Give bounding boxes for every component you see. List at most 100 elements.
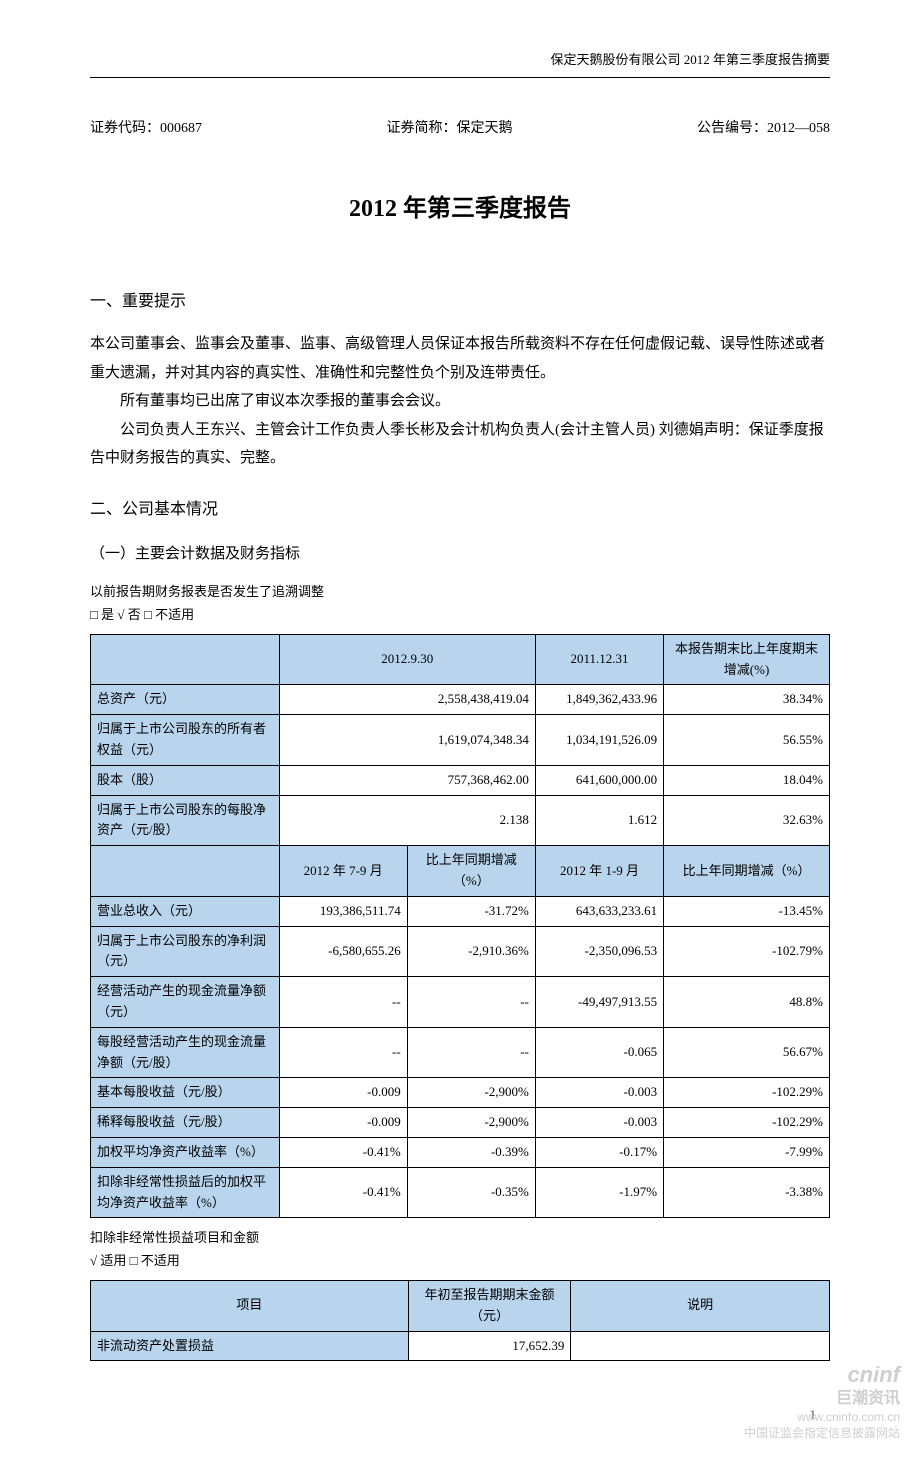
cell: -2,900% xyxy=(407,1108,535,1138)
nonrecurring-note: 扣除非经常性损益项目和金额 xyxy=(90,1228,830,1249)
cell: -0.41% xyxy=(279,1138,407,1168)
cell: 32.63% xyxy=(664,795,830,846)
header-c2: 2011.12.31 xyxy=(535,634,663,685)
cell: -0.009 xyxy=(279,1078,407,1108)
cell: 48.8% xyxy=(664,977,830,1028)
header-c3: 2012 年 1-9 月 xyxy=(535,846,663,897)
cell: -0.41% xyxy=(279,1167,407,1218)
row-label: 稀释每股收益（元/股） xyxy=(91,1108,280,1138)
security-name: 证券简称：保定天鹅 xyxy=(387,118,513,140)
cell: 56.55% xyxy=(664,715,830,766)
cell: -0.003 xyxy=(535,1108,663,1138)
financial-table: 2012.9.30 2011.12.31 本报告期末比上年度期末增减(%) 总资… xyxy=(90,634,830,1219)
watermark-url: www.cninfo.com.cn xyxy=(744,1410,900,1426)
cell: -7.99% xyxy=(664,1138,830,1168)
cell: -0.065 xyxy=(535,1027,663,1078)
row-label: 总资产（元） xyxy=(91,685,280,715)
cell: -- xyxy=(279,977,407,1028)
meta-row: 证券代码：000687 证券简称：保定天鹅 公告编号：2012—058 xyxy=(90,118,830,140)
retro-note: 以前报告期财务报表是否发生了追溯调整 xyxy=(90,582,830,603)
cell: 1,619,074,348.34 xyxy=(279,715,535,766)
cell: -31.72% xyxy=(407,896,535,926)
cell: 193,386,511.74 xyxy=(279,896,407,926)
table-row: 营业总收入（元） 193,386,511.74 -31.72% 643,633,… xyxy=(91,896,830,926)
header-c1: 2012 年 7-9 月 xyxy=(279,846,407,897)
page-header: 保定天鹅股份有限公司 2012 年第三季度报告摘要 xyxy=(90,50,830,78)
cell: -0.003 xyxy=(535,1078,663,1108)
cell: -102.29% xyxy=(664,1108,830,1138)
cell: -2,900% xyxy=(407,1078,535,1108)
retro-checkbox: □ 是 √ 否 □ 不适用 xyxy=(90,605,830,626)
cell: 1,034,191,526.09 xyxy=(535,715,663,766)
cell: -6,580,655.26 xyxy=(279,926,407,977)
cell: -0.17% xyxy=(535,1138,663,1168)
header-c3: 说明 xyxy=(571,1280,830,1331)
watermark-logo: cninf xyxy=(744,1361,900,1390)
header-c3: 本报告期末比上年度期末增减(%) xyxy=(664,634,830,685)
table-header-row-2: 2012 年 7-9 月 比上年同期增减（%） 2012 年 1-9 月 比上年… xyxy=(91,846,830,897)
section-2-heading: 二、公司基本情况 xyxy=(90,497,830,523)
cell: 56.67% xyxy=(664,1027,830,1078)
cell: 2.138 xyxy=(279,795,535,846)
cell: -0.35% xyxy=(407,1167,535,1218)
cell: -2,910.36% xyxy=(407,926,535,977)
table-row: 股本（股） 757,368,462.00 641,600,000.00 18.0… xyxy=(91,765,830,795)
cell: 38.34% xyxy=(664,685,830,715)
header-c1: 2012.9.30 xyxy=(279,634,535,685)
table-row: 扣除非经常性损益后的加权平均净资产收益率（%） -0.41% -0.35% -1… xyxy=(91,1167,830,1218)
section-1-heading: 一、重要提示 xyxy=(90,289,830,315)
table-row: 归属于上市公司股东的所有者权益（元） 1,619,074,348.34 1,03… xyxy=(91,715,830,766)
row-label: 基本每股收益（元/股） xyxy=(91,1078,280,1108)
section-1-p1: 本公司董事会、监事会及董事、监事、高级管理人员保证本报告所载资料不存在任何虚假记… xyxy=(90,330,830,387)
document-title: 2012 年第三季度报告 xyxy=(90,190,830,228)
table-row: 经营活动产生的现金流量净额（元） -- -- -49,497,913.55 48… xyxy=(91,977,830,1028)
cell: 643,633,233.61 xyxy=(535,896,663,926)
cell: -- xyxy=(407,1027,535,1078)
cell: -1.97% xyxy=(535,1167,663,1218)
table-header-row-1: 2012.9.30 2011.12.31 本报告期末比上年度期末增减(%) xyxy=(91,634,830,685)
header-c2: 比上年同期增减（%） xyxy=(407,846,535,897)
header-c4: 比上年同期增减（%） xyxy=(664,846,830,897)
row-label: 股本（股） xyxy=(91,765,280,795)
cell: 18.04% xyxy=(664,765,830,795)
cell: -- xyxy=(407,977,535,1028)
cell: -49,497,913.55 xyxy=(535,977,663,1028)
header-blank xyxy=(91,634,280,685)
cell: -3.38% xyxy=(664,1167,830,1218)
table-row: 基本每股收益（元/股） -0.009 -2,900% -0.003 -102.2… xyxy=(91,1078,830,1108)
row-label: 扣除非经常性损益后的加权平均净资产收益率（%） xyxy=(91,1167,280,1218)
table-row: 稀释每股收益（元/股） -0.009 -2,900% -0.003 -102.2… xyxy=(91,1108,830,1138)
security-code: 证券代码：000687 xyxy=(90,118,202,140)
row-label: 营业总收入（元） xyxy=(91,896,280,926)
cell: 757,368,462.00 xyxy=(279,765,535,795)
table-header-row: 项目 年初至报告期期末金额（元） 说明 xyxy=(91,1280,830,1331)
section-1-p2: 所有董事均已出席了审议本次季报的董事会会议。 xyxy=(90,387,830,416)
cell: 1,849,362,433.96 xyxy=(535,685,663,715)
header-c1: 项目 xyxy=(91,1280,409,1331)
cell: 641,600,000.00 xyxy=(535,765,663,795)
cell: -102.29% xyxy=(664,1078,830,1108)
row-label: 归属于上市公司股东的所有者权益（元） xyxy=(91,715,280,766)
table-row: 非流动资产处置损益 17,652.39 xyxy=(91,1331,830,1361)
nonrecurring-table: 项目 年初至报告期期末金额（元） 说明 非流动资产处置损益 17,652.39 xyxy=(90,1280,830,1361)
cell: -13.45% xyxy=(664,896,830,926)
cell: -2,350,096.53 xyxy=(535,926,663,977)
cell: -102.79% xyxy=(664,926,830,977)
section-2-sub1: （一）主要会计数据及财务指标 xyxy=(90,542,830,566)
row-label: 加权平均净资产收益率（%） xyxy=(91,1138,280,1168)
cell: -0.009 xyxy=(279,1108,407,1138)
header-c2: 年初至报告期期末金额（元） xyxy=(408,1280,571,1331)
nonrecurring-checkbox: √ 适用 □ 不适用 xyxy=(90,1251,830,1272)
table-row: 加权平均净资产收益率（%） -0.41% -0.39% -0.17% -7.99… xyxy=(91,1138,830,1168)
cell: -0.39% xyxy=(407,1138,535,1168)
table-row: 归属于上市公司股东的每股净资产（元/股） 2.138 1.612 32.63% xyxy=(91,795,830,846)
cell: 1.612 xyxy=(535,795,663,846)
row-label: 非流动资产处置损益 xyxy=(91,1331,409,1361)
cell: 2,558,438,419.04 xyxy=(279,685,535,715)
table-row: 归属于上市公司股东的净利润（元） -6,580,655.26 -2,910.36… xyxy=(91,926,830,977)
table-row: 总资产（元） 2,558,438,419.04 1,849,362,433.96… xyxy=(91,685,830,715)
watermark-cn: 巨潮资讯 xyxy=(744,1389,900,1410)
row-label: 经营活动产生的现金流量净额（元） xyxy=(91,977,280,1028)
page: 保定天鹅股份有限公司 2012 年第三季度报告摘要 证券代码：000687 证券… xyxy=(0,0,920,1461)
table-row: 每股经营活动产生的现金流量净额（元/股） -- -- -0.065 56.67% xyxy=(91,1027,830,1078)
